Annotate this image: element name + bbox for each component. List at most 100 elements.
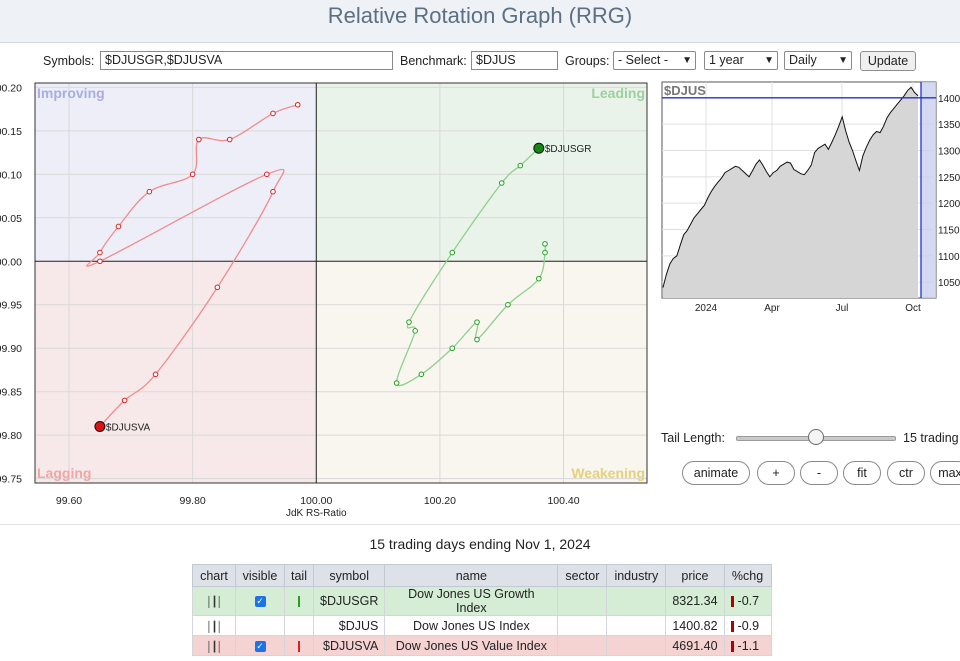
series-point <box>264 171 270 178</box>
series-point <box>418 371 425 378</box>
col-pctchg[interactable]: %chg <box>723 564 772 587</box>
series-point <box>406 319 412 325</box>
table-row[interactable]: │┃│ $DJUS Dow Jones US Index 1400.82 -0.9 <box>192 615 772 636</box>
series-point <box>474 319 480 325</box>
series-point <box>294 101 301 108</box>
cell-symbol: $DJUSVA <box>312 635 386 656</box>
series-point <box>412 328 418 334</box>
col-tail[interactable]: tail <box>284 564 314 587</box>
tail-length-slider[interactable] <box>736 429 896 445</box>
center-button[interactable]: ctr <box>887 461 925 485</box>
cell-tail <box>284 615 314 636</box>
cell-industry <box>606 615 667 636</box>
candlestick-chart-icon[interactable]: │┃│ <box>206 641 223 653</box>
groups-select-value: - Select - <box>618 53 669 67</box>
col-industry[interactable]: industry <box>606 564 667 587</box>
cell-price: 1400.82 <box>665 615 725 636</box>
quadrant-improving <box>35 83 317 262</box>
cell-sector <box>557 615 608 636</box>
cell-name: Dow Jones US Index <box>384 615 559 636</box>
pctchg-value: -1.1 <box>737 638 760 653</box>
x-tick-label: 99.80 <box>179 495 205 507</box>
series-point <box>542 241 548 247</box>
visible-checkbox[interactable]: ✓ <box>254 596 266 608</box>
quadrant-label-lagging: Lagging <box>37 465 91 481</box>
series-point <box>498 180 505 186</box>
table-row[interactable]: │┃│ ✓ $DJUSVA Dow Jones US Value Index 4691.… <box>192 635 772 656</box>
quadrant-weakening <box>316 261 647 483</box>
chevron-down-icon: ▼ <box>764 55 774 66</box>
cell-name: Dow Jones US Value Index <box>384 635 559 656</box>
y-tick-label: 100.10 <box>0 169 22 181</box>
bench-y-label: 1100 <box>938 252 960 263</box>
cell-sector <box>557 635 608 656</box>
x-tick-label: 100.00 <box>300 495 332 507</box>
quadrant-label-leading: Leading <box>591 85 645 101</box>
interval-select-value: Daily <box>789 53 817 67</box>
zoom-out-button[interactable]: - <box>800 461 838 485</box>
cell-price: 8321.34 <box>665 586 725 616</box>
bench-y-label: 1150 <box>938 226 960 237</box>
candlestick-chart-icon[interactable]: │┃│ <box>206 621 223 633</box>
cell-industry <box>606 635 667 656</box>
cell-name: Dow Jones US Growth Index <box>384 586 559 616</box>
max-button[interactable]: max <box>930 461 960 485</box>
col-chart[interactable]: chart <box>192 564 236 587</box>
series-point <box>152 371 159 378</box>
y-tick-label: 99.85 <box>0 387 22 399</box>
table-row[interactable]: │┃│ ✓ $DJUSGR Dow Jones US Growth Index 8321… <box>192 586 772 616</box>
series-point <box>449 249 456 256</box>
series-point <box>97 249 103 256</box>
y-tick-label: 100.05 <box>0 213 22 225</box>
series-point <box>115 223 122 230</box>
series-head-point <box>94 420 106 432</box>
x-tick-label: 99.60 <box>56 495 82 507</box>
candlestick-chart-icon[interactable]: │┃│ <box>206 597 223 608</box>
col-visible[interactable]: visible <box>235 564 285 587</box>
series-head-label: $DJUSGR <box>545 144 592 155</box>
pctchg-value: -0.9 <box>737 618 760 633</box>
series-point <box>270 188 276 195</box>
animate-button[interactable]: animate <box>682 461 750 485</box>
title-bar: Relative Rotation Graph (RRG) <box>0 0 960 43</box>
series-tail <box>86 104 298 427</box>
fit-button[interactable]: fit <box>843 461 881 485</box>
cell-tail <box>284 586 314 616</box>
y-tick-label: 100.15 <box>0 126 22 138</box>
update-button[interactable]: Update <box>860 51 916 71</box>
tail-color-swatch[interactable] <box>298 640 300 652</box>
col-symbol[interactable]: symbol <box>312 564 386 587</box>
zoom-in-button[interactable]: + <box>757 461 795 485</box>
benchmark-input[interactable]: $DJUS <box>471 51 558 70</box>
interval-select[interactable]: Daily ▼ <box>784 51 852 70</box>
series-point <box>214 284 221 291</box>
symbols-label: Symbols: <box>43 54 95 68</box>
x-axis-label: JdK RS-Ratio <box>286 508 347 519</box>
groups-select[interactable]: - Select - ▼ <box>613 51 696 70</box>
symbols-table: chart visible tail symbol name sector in… <box>192 564 772 656</box>
tail-color-swatch[interactable] <box>298 596 300 608</box>
series-point <box>536 275 542 282</box>
period-select-value: 1 year <box>709 53 744 67</box>
series-tail <box>395 147 547 387</box>
quadrant-label-improving: Improving <box>37 85 105 101</box>
cell-visible: ✓ <box>235 635 285 656</box>
change-bar <box>730 620 734 632</box>
symbols-input[interactable]: $DJUSGR,$DJUSVA <box>100 51 393 70</box>
tail-length-value: 15 trading <box>903 431 959 445</box>
slider-thumb[interactable] <box>808 429 824 445</box>
col-name[interactable]: name <box>384 564 559 587</box>
cell-visible: ✓ <box>235 586 285 616</box>
chevron-down-icon: ▼ <box>682 55 692 66</box>
col-price[interactable]: price <box>665 564 725 587</box>
quadrant-leading <box>316 83 647 262</box>
cell-chart: │┃│ <box>192 615 236 636</box>
series-point <box>189 171 196 178</box>
visible-checkbox[interactable]: ✓ <box>254 640 266 652</box>
change-bar <box>730 640 734 652</box>
bench-x-label: Oct <box>905 303 921 314</box>
benchmark-label: Benchmark: <box>400 54 467 68</box>
col-sector[interactable]: sector <box>557 564 608 587</box>
bench-title: $DJUS <box>664 83 706 98</box>
period-select[interactable]: 1 year ▼ <box>704 51 778 70</box>
